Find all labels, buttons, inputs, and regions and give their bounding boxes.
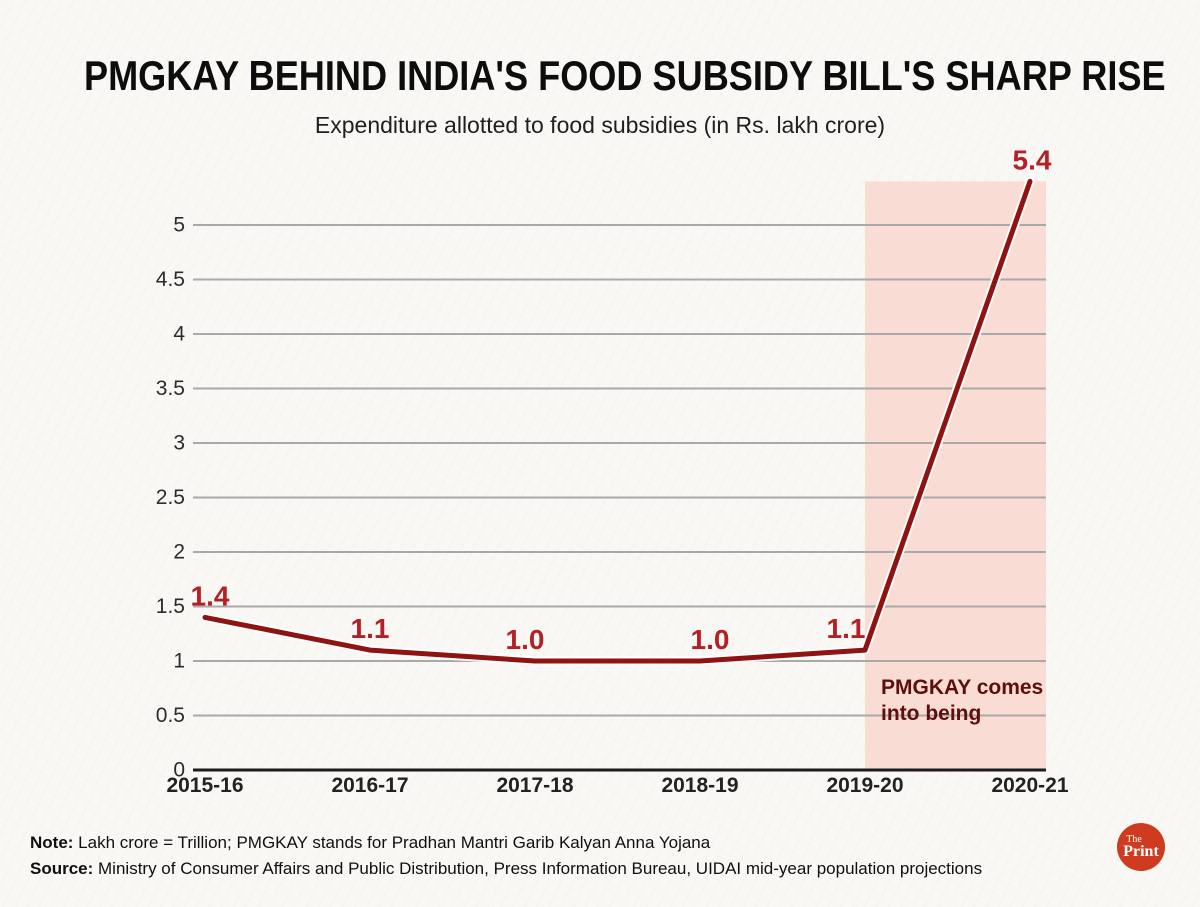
note-label: Note: <box>30 833 74 852</box>
x-tick-label: 2017-18 <box>496 774 573 797</box>
y-tick-label: 2 <box>173 541 185 564</box>
y-tick-label: 5 <box>173 214 185 237</box>
y-tick-label: 1 <box>173 650 185 673</box>
note-text: Lakh crore = Trillion; PMGKAY stands for… <box>73 833 711 852</box>
y-tick-label: 3.5 <box>156 377 185 400</box>
y-tick-label: 3 <box>173 432 185 455</box>
data-point-label: 1.1 <box>827 613 866 644</box>
y-tick-label: 4 <box>173 323 185 346</box>
data-point-label: 5.4 <box>1013 144 1052 175</box>
highlight-annotation: PMGKAY comes <box>881 676 1043 699</box>
source-text: Ministry of Consumer Affairs and Public … <box>93 859 983 878</box>
chart-note: Note: Lakh crore = Trillion; PMGKAY stan… <box>30 833 710 853</box>
y-tick-label: 0.5 <box>156 704 185 727</box>
data-point-label: 1.1 <box>351 613 390 644</box>
x-tick-label: 2015-16 <box>166 774 243 797</box>
chart-subtitle: Expenditure allotted to food subsidies (… <box>314 112 886 138</box>
line-chart: 0 0.5 1 1.5 2 2.5 3 3.5 4 4.5 5 2015-16 2016-17 2017-… <box>156 144 1069 797</box>
highlight-annotation: into being <box>881 702 981 725</box>
data-point-label: 1.0 <box>506 624 545 655</box>
data-point-label: 1.4 <box>191 580 230 611</box>
y-tick-label: 2.5 <box>156 486 185 509</box>
logo-line1: The <box>1126 833 1142 845</box>
data-point-label: 1.0 <box>691 624 730 655</box>
logo-line2: Print <box>1123 842 1159 860</box>
y-tick-label: 1.5 <box>156 595 185 618</box>
source-label: Source: <box>30 859 94 878</box>
x-tick-label: 2018-19 <box>661 774 738 797</box>
theprint-logo: The Print <box>1117 823 1165 871</box>
y-tick-label: 4.5 <box>156 268 185 291</box>
x-tick-label: 2016-17 <box>331 774 408 797</box>
x-tick-label: 2020-21 <box>991 774 1068 797</box>
chart-source: Source: Ministry of Consumer Affairs and… <box>30 859 982 879</box>
x-tick-label: 2019-20 <box>826 774 903 797</box>
y-tick-label: 0 <box>173 759 185 782</box>
series-line <box>202 178 1033 664</box>
page-title: PMGKAY BEHIND INDIA'S FOOD SUBSIDY BILL'… <box>84 52 1166 99</box>
